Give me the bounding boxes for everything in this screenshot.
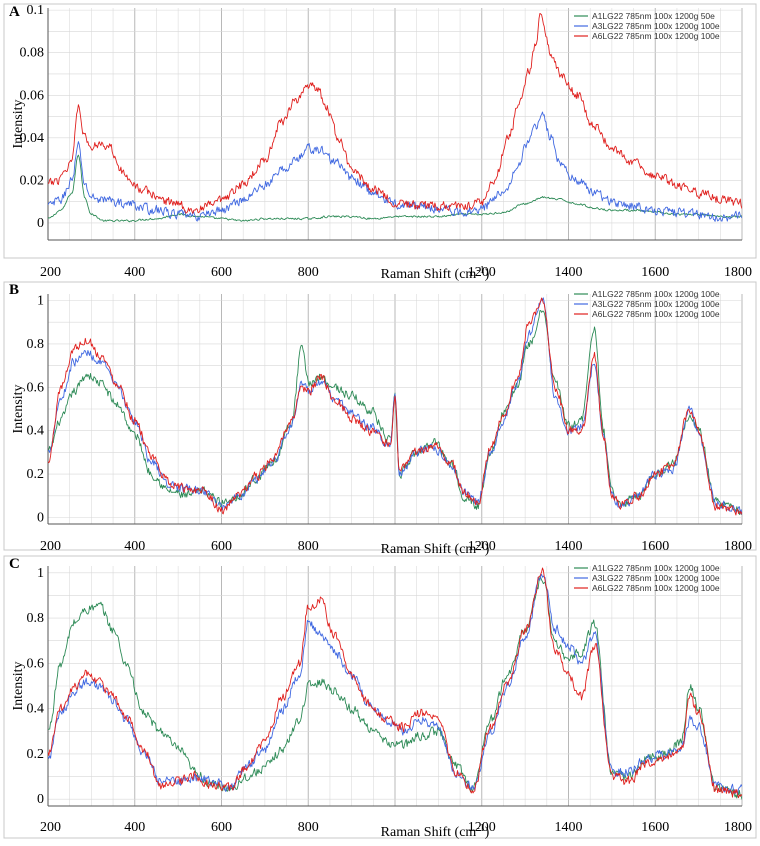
x-tick-label: 200 (40, 820, 61, 835)
x-tick-label: 600 (211, 265, 232, 280)
chart-panel-C: 200 400 600 800 1200 1400 1600 1800 0 0.2 0.4 0.6 0.… (3, 555, 757, 840)
legend-label: A3LG22 785nm 100x 1200g 100e (592, 299, 720, 309)
legend-label: A3LG22 785nm 100x 1200g 100e (592, 21, 720, 31)
x-tick-label: 1600 (641, 539, 669, 554)
x-tick-label: 200 (40, 539, 61, 554)
legend-label: A1LG22 785nm 100x 1200g 50e (592, 11, 715, 21)
y-tick-label: 0.6 (27, 380, 45, 395)
x-tick-label: 800 (298, 539, 319, 554)
chart-panel-B: 200 400 600 800 1200 1400 1600 1800 0 0.2 0.4 0.6 0.… (3, 281, 757, 557)
x-tick-label: 800 (298, 820, 319, 835)
y-tick-label: 0 (37, 216, 44, 231)
panel-letter: C (9, 556, 20, 572)
gridlines (47, 294, 743, 524)
y-tick-label: 1 (37, 566, 44, 581)
series-line-3 (48, 297, 742, 516)
x-tick-label: 800 (298, 265, 319, 280)
legend-label: A6LG22 785nm 100x 1200g 100e (592, 31, 720, 41)
x-tick-label: 200 (40, 265, 61, 280)
legend-label: A6LG22 785nm 100x 1200g 100e (592, 309, 720, 319)
y-tick-label: 0.04 (20, 131, 45, 146)
y-axis-label: Intensity (11, 385, 26, 434)
chart-panel-A: 200 400 600 800 1200 1400 1600 1800 0 0.02 0.04 0.0… (3, 3, 757, 282)
x-tick-label: 1400 (555, 820, 583, 835)
x-tick-label: 1800 (724, 539, 752, 554)
y-tick-label: 0 (37, 792, 44, 807)
x-tick-label: 1600 (641, 265, 669, 280)
x-tick-label: 400 (124, 539, 145, 554)
series-lines (48, 12, 742, 223)
y-tick-label: 0.2 (27, 747, 45, 762)
panel-border (3, 3, 757, 259)
x-axis-label: Raman Shift (cm-1) (381, 265, 490, 282)
y-tick-label: 1 (37, 294, 44, 309)
y-tick-label: 0.8 (27, 611, 45, 626)
y-tick-label: 0.02 (20, 173, 45, 188)
series-line-1 (48, 310, 742, 515)
y-axis-label: Intensity (11, 662, 26, 711)
series-lines (48, 297, 742, 516)
series-line-3 (48, 567, 742, 799)
x-tick-label: 1200 (468, 265, 496, 280)
x-axis-label: Raman Shift (cm-1) (381, 823, 490, 840)
legend-label: A1LG22 785nm 100x 1200g 100e (592, 289, 720, 299)
y-tick-label: 0.1 (27, 3, 45, 18)
x-tick-label: 1200 (468, 820, 496, 835)
x-tick-label: 1400 (555, 539, 583, 554)
x-tick-label: 1400 (555, 265, 583, 280)
legend-label: A3LG22 785nm 100x 1200g 100e (592, 573, 720, 583)
x-tick-label: 600 (211, 539, 232, 554)
y-tick-label: 0.2 (27, 467, 45, 482)
y-tick-label: 0.06 (20, 88, 45, 103)
y-tick-label: 0.4 (27, 424, 45, 439)
series-line-2 (48, 573, 742, 795)
x-tick-label: 1600 (641, 820, 669, 835)
panel-border (3, 281, 757, 551)
panel-letter: B (9, 282, 19, 298)
series-line-1 (48, 576, 742, 800)
series-line-2 (48, 297, 742, 515)
panel-border (3, 555, 757, 839)
series-line-2 (48, 111, 742, 222)
y-axis-label: Intensity (11, 100, 26, 149)
x-tick-label: 400 (124, 265, 145, 280)
x-tick-label: 1800 (724, 820, 752, 835)
legend-label: A1LG22 785nm 100x 1200g 100e (592, 563, 720, 573)
series-line-3 (48, 12, 742, 214)
y-tick-label: 0.08 (20, 46, 45, 61)
gridlines (47, 566, 743, 806)
x-tick-label: 1800 (724, 265, 752, 280)
y-tick-label: 0.6 (27, 656, 45, 671)
panel-letter: A (9, 4, 20, 20)
y-tick-label: 0.8 (27, 337, 45, 352)
x-tick-label: 600 (211, 820, 232, 835)
x-axis-label: Raman Shift (cm-1) (381, 540, 490, 557)
legend-label: A6LG22 785nm 100x 1200g 100e (592, 583, 720, 593)
x-tick-label: 400 (124, 820, 145, 835)
series-line-1 (48, 154, 742, 223)
series-lines (48, 567, 742, 800)
y-tick-label: 0 (37, 510, 44, 525)
y-tick-label: 0.4 (27, 702, 45, 717)
x-tick-label: 1200 (468, 539, 496, 554)
